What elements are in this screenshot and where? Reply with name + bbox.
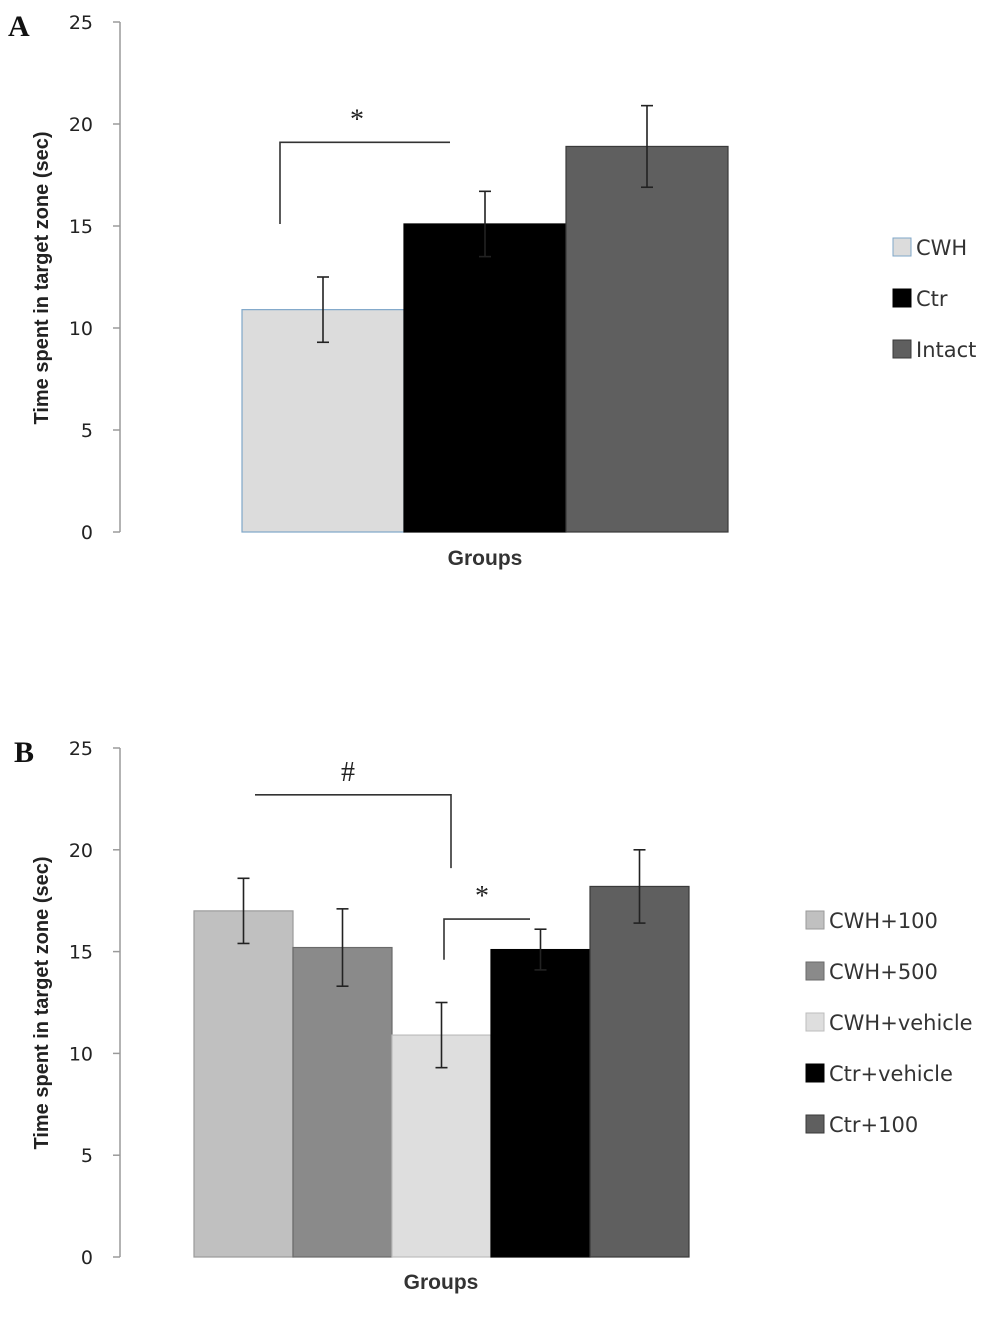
panel-b: B Time spent in target zone (sec) Groups… bbox=[14, 736, 973, 1294]
panel-a-y-tick-label: 20 bbox=[69, 114, 93, 136]
panel-a-legend-label: Intact bbox=[916, 338, 976, 362]
panel-a-legend-swatch bbox=[892, 288, 912, 308]
panel-b-bars bbox=[193, 848, 690, 1258]
panel-b-legend-swatch bbox=[805, 910, 825, 930]
panel-a-significance-bracket bbox=[279, 141, 450, 224]
panel-a-legend-label: CWH bbox=[916, 236, 967, 260]
panel-b-legend-label: CWH+500 bbox=[829, 960, 938, 984]
panel-a-bars bbox=[241, 104, 729, 533]
panel-a-bar-ctr bbox=[403, 223, 567, 533]
panel-b-bar-ctr-vehicle bbox=[490, 948, 591, 1258]
panel-b-x-axis-label: Groups bbox=[404, 1271, 479, 1294]
panel-b-y-tick-label: 0 bbox=[81, 1247, 93, 1269]
panel-a-y-tick-label: 25 bbox=[69, 12, 93, 34]
panel-b-legend-label: CWH+vehicle bbox=[829, 1011, 973, 1035]
panel-a: A Time spent in target zone (sec) Groups… bbox=[8, 10, 976, 570]
panel-a-annotations: * bbox=[279, 104, 450, 224]
panel-a-bar-intact bbox=[565, 145, 729, 533]
panel-a-y-tick-label: 10 bbox=[69, 318, 93, 340]
panel-b-significance-marker: # bbox=[341, 757, 355, 788]
panel-b-annotations: #* bbox=[255, 757, 530, 960]
panel-a-letter: A bbox=[8, 10, 30, 43]
panel-b-legend-label: Ctr+100 bbox=[829, 1113, 918, 1137]
panel-a-x-axis-label: Groups bbox=[448, 547, 523, 570]
panel-b-bar-cwh-100 bbox=[193, 910, 294, 1258]
panel-b-axes: 0 5 10 15 20 25 bbox=[69, 738, 121, 1269]
panel-b-significance-marker: * bbox=[475, 881, 489, 912]
panel-a-bar-cwh bbox=[241, 309, 405, 533]
panel-b-legend-swatch bbox=[805, 961, 825, 981]
panel-b-legend-swatch bbox=[805, 1114, 825, 1134]
panel-b-legend-label: Ctr+vehicle bbox=[829, 1062, 953, 1086]
panel-a-y-tick-label: 15 bbox=[69, 216, 93, 238]
panel-b-legend: CWH+100 CWH+500 CWH+vehicle Ctr+vehicle Ctr+… bbox=[805, 909, 973, 1137]
panel-b-letter: B bbox=[14, 736, 34, 769]
panel-b-bar-cwh-500 bbox=[292, 946, 393, 1258]
panel-b-y-tick-label: 15 bbox=[69, 942, 93, 964]
panel-a-legend: CWH Ctr Intact bbox=[892, 236, 976, 362]
panel-b-y-tick-label: 10 bbox=[69, 1043, 93, 1065]
panel-b-legend-label: CWH+100 bbox=[829, 909, 938, 933]
panel-b-legend-swatch bbox=[805, 1012, 825, 1032]
panel-a-y-axis-label: Time spent in target zone (sec) bbox=[31, 131, 53, 424]
panel-b-y-tick-label: 20 bbox=[69, 840, 93, 862]
panel-b-y-tick-label: 5 bbox=[81, 1145, 93, 1167]
panel-b-bar-cwh-vehicle bbox=[391, 1034, 492, 1258]
panel-a-axes: 0 5 10 15 20 25 bbox=[69, 12, 121, 544]
panel-a-y-tick-label: 5 bbox=[81, 420, 93, 442]
panel-b-legend-swatch bbox=[805, 1063, 825, 1083]
panel-a-legend-swatch bbox=[892, 339, 912, 359]
panel-b-significance-bracket bbox=[255, 794, 452, 869]
panel-a-significance-marker: * bbox=[350, 104, 364, 135]
panel-a-legend-swatch bbox=[892, 237, 912, 257]
panel-b-bar-ctr-100 bbox=[589, 885, 690, 1258]
panel-b-significance-bracket bbox=[443, 918, 530, 960]
panel-a-legend-label: Ctr bbox=[916, 287, 948, 311]
panel-b-y-axis-label: Time spent in target zone (sec) bbox=[31, 856, 53, 1149]
panel-a-y-tick-label: 0 bbox=[81, 522, 93, 544]
panel-b-y-tick-label: 25 bbox=[69, 738, 93, 760]
